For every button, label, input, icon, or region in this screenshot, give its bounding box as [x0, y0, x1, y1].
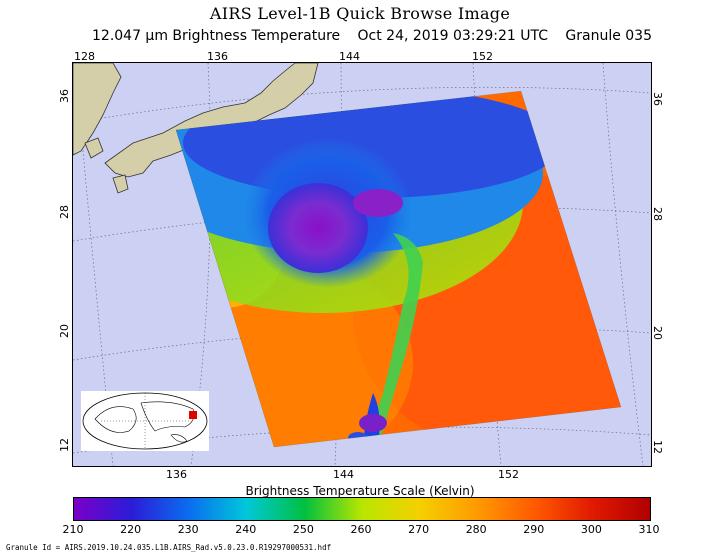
colorbar-tick-label: 270 [408, 523, 430, 536]
colorbar-tick-label: 250 [292, 523, 314, 536]
top-lon-tick: 144 [339, 50, 360, 63]
top-lon-tick: 152 [472, 50, 493, 63]
colorbar-tick-label: 310 [638, 523, 660, 536]
top-lon-tick: 128 [74, 50, 95, 63]
granule-label: Granule 035 [565, 28, 652, 44]
globe-locator-icon [81, 391, 209, 451]
map-panel [72, 62, 652, 467]
bottom-lon-tick: 144 [333, 468, 354, 481]
right-lat-tick: 28 [651, 207, 664, 221]
colorbar-labels: 210 220 230 240 250 260 270 280 290 300 310 [63, 523, 660, 537]
bottom-lon-tick: 136 [166, 468, 187, 481]
right-lat-tick: 20 [651, 326, 664, 340]
observation-date: Oct 24, 2019 03:29:21 UTC [357, 28, 549, 44]
left-lat-tick: 28 [58, 205, 71, 219]
colorbar-tick-label: 300 [580, 523, 602, 536]
left-lat-tick: 20 [58, 324, 71, 338]
right-lat-tick: 36 [651, 92, 664, 106]
colorbar-tick-label: 210 [62, 523, 84, 536]
top-lon-tick: 136 [207, 50, 228, 63]
colorbar-tick-label: 290 [523, 523, 545, 536]
band-label: 12.047 µm Brightness Temperature [92, 28, 341, 44]
left-lat-tick: 12 [58, 438, 71, 452]
land-masses [73, 63, 319, 194]
colorbar-tick-label: 220 [120, 523, 142, 536]
colorbar-tick-label: 260 [350, 523, 372, 536]
subtitle-line: 12.047 µm Brightness Temperature Oct 24,… [92, 28, 652, 44]
granule-id: Granule Id = AIRS.2019.10.24.035.L1B.AIR… [6, 543, 332, 552]
colorbar [73, 497, 651, 521]
colorbar-title: Brightness Temperature Scale (Kelvin) [245, 484, 475, 498]
image-title: AIRS Level-1B Quick Browse Image [209, 4, 511, 23]
right-lat-tick: 12 [651, 440, 664, 454]
colorbar-tick-label: 280 [465, 523, 487, 536]
left-lat-tick: 36 [58, 89, 71, 103]
colorbar-tick-label: 230 [177, 523, 199, 536]
colorbar-tick-label: 240 [235, 523, 257, 536]
bottom-lon-tick: 152 [498, 468, 519, 481]
map-canvas [73, 63, 651, 466]
